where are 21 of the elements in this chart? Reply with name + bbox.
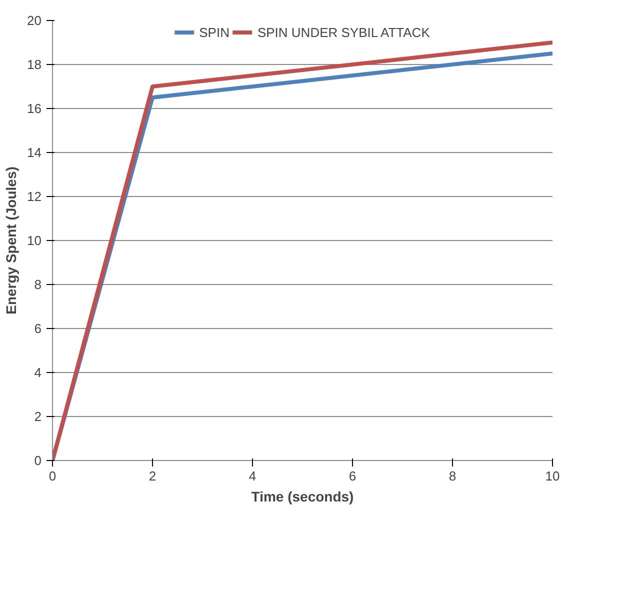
x-tick-label: 8 [448, 468, 456, 484]
y-tick-label: 0 [34, 453, 42, 468]
x-tick-label: 0 [48, 468, 56, 484]
x-tick-label: 4 [248, 468, 256, 484]
y-tick-label: 20 [27, 13, 42, 28]
x-tick-label: 2 [148, 468, 156, 484]
x-tick-label: 6 [348, 468, 356, 484]
y-tick-label: 14 [27, 145, 42, 160]
legend-label: SPIN [199, 24, 230, 40]
y-tick-label: 10 [27, 233, 42, 248]
y-tick-label: 12 [27, 189, 42, 204]
y-axis-title: Energy Spent (Joules) [3, 166, 20, 314]
y-tick-label: 8 [34, 277, 42, 292]
x-axis-title: Time (seconds) [251, 488, 354, 504]
y-tick-label: 2 [34, 409, 42, 424]
legend-label: SPIN UNDER SYBIL ATTACK [257, 24, 430, 40]
y-tick-label: 18 [27, 57, 42, 72]
y-tick-label: 4 [34, 365, 42, 380]
y-tick-label: 16 [27, 101, 42, 116]
y-tick-label: 6 [34, 321, 42, 336]
x-tick-label: 10 [545, 468, 560, 484]
